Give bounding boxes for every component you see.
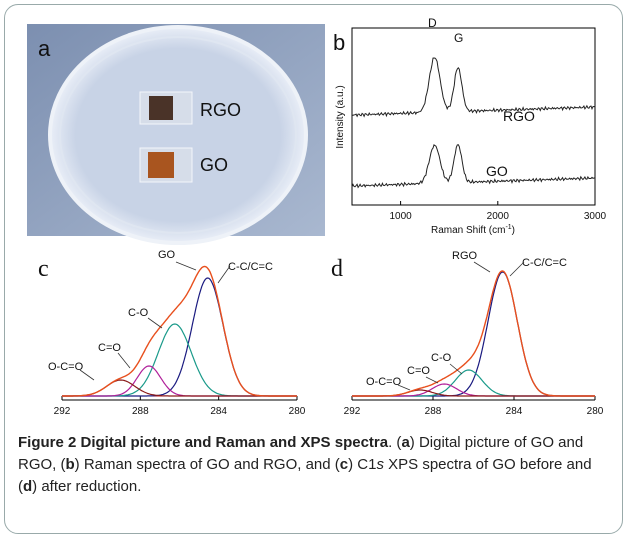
x-tick-label: 3000	[584, 211, 607, 222]
component-label: C=O	[98, 342, 121, 354]
component-curve	[62, 323, 297, 397]
x-tick-label: 280	[587, 406, 604, 417]
leader-line	[147, 317, 163, 329]
component-label: O-C=O	[48, 361, 84, 373]
raman-curve	[351, 143, 596, 189]
caption-text: ) Digital picture of GO and RGO, (	[18, 434, 584, 473]
envelope-curve	[352, 270, 595, 397]
panel-label: b	[333, 30, 345, 55]
peak-label: D	[428, 16, 437, 30]
peak-label: G	[454, 31, 463, 45]
component-curve	[62, 277, 297, 397]
panel-label: a	[38, 36, 51, 61]
x-tick-label: 292	[344, 406, 361, 417]
component-label: RGO	[452, 250, 478, 262]
figure: a RGO GO b D G RGO GO Raman Shift (cm-1)…	[27, 16, 607, 417]
x-axis-label-sup: -1	[505, 224, 511, 231]
component-curve	[62, 379, 297, 397]
photo	[27, 24, 325, 245]
envelope-curve	[62, 265, 297, 397]
caption-text: c	[339, 456, 349, 473]
caption-text: d	[23, 478, 33, 495]
sample-label: GO	[200, 155, 228, 175]
leader-line	[217, 265, 231, 284]
sample-label: RGO	[200, 100, 241, 120]
caption-text: XPS spectra of GO before and (	[18, 456, 592, 495]
x-tick-label: 288	[425, 406, 442, 417]
leader-line	[397, 384, 411, 391]
leader-line	[175, 261, 197, 271]
caption-text: . (	[388, 434, 402, 451]
leader-line	[449, 363, 463, 375]
x-tick-label: 2000	[487, 211, 510, 222]
component-label: O-C=O	[366, 376, 402, 388]
leader-line	[425, 376, 439, 384]
leader-line	[117, 352, 131, 369]
component-label: C=O	[407, 365, 430, 377]
caption-text: ) C1	[348, 456, 377, 473]
x-tick-label: 284	[210, 406, 227, 417]
component-label: C-O	[128, 307, 149, 319]
x-tick-label: 280	[289, 406, 306, 417]
x-tick-label: 288	[132, 406, 149, 417]
caption-text: ) Raman spectra of GO and RGO, and (	[74, 456, 340, 473]
panel-label: c	[38, 256, 49, 282]
x-axis-label-text: Raman Shift (cm	[431, 225, 505, 236]
x-axis-label-end: )	[512, 225, 515, 236]
leader-line	[79, 369, 95, 381]
caption-text: ) after reduction.	[32, 478, 142, 495]
leader-line	[509, 261, 525, 277]
component-label: C-C/C=C	[522, 257, 567, 269]
caption: Figure 2 Digital picture and Raman and X…	[18, 432, 614, 498]
component-label: GO	[158, 249, 176, 261]
x-tick-label: 284	[506, 406, 523, 417]
x-tick-label: 1000	[389, 211, 412, 222]
leader-line	[473, 261, 491, 273]
y-axis-label: Intensity (a.u.)	[335, 85, 346, 148]
panel-label: d	[331, 256, 343, 282]
caption-title: Figure 2 Digital picture and Raman and X…	[18, 434, 389, 451]
figure-frame	[4, 4, 623, 534]
series-label: GO	[486, 163, 508, 179]
x-axis-label: Raman Shift (cm-1)	[431, 224, 515, 236]
component-label: C-O	[431, 352, 452, 364]
raman-curve	[351, 57, 596, 118]
x-tick-label: 292	[54, 406, 71, 417]
plot-frame	[351, 27, 596, 206]
series-label: RGO	[503, 108, 535, 124]
component-label: C-C/C=C	[228, 261, 273, 273]
caption-text: s	[376, 456, 384, 473]
caption-text: b	[65, 456, 75, 473]
caption-text: a	[401, 434, 410, 451]
